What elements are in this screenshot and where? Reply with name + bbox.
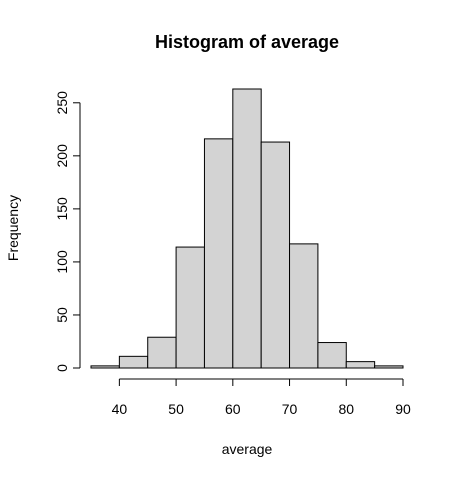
x-tick-label-60: 60 <box>225 401 241 417</box>
histogram-bar-1 <box>118 355 149 369</box>
x-axis-label: average <box>222 441 273 457</box>
histogram-bar-6 <box>260 141 291 369</box>
histogram-bar-0 <box>90 365 120 369</box>
x-tick-label-40: 40 <box>112 401 128 417</box>
histogram-bar-5 <box>232 88 262 369</box>
x-tick-label-80: 80 <box>338 401 354 417</box>
histogram-bar-8 <box>317 342 347 369</box>
chart-title: Histogram of average <box>155 32 339 52</box>
x-axis: 40 50 60 70 80 90 <box>112 378 411 417</box>
y-tick-label-150: 150 <box>54 197 70 221</box>
histogram-bar-7 <box>289 243 319 369</box>
x-tick-label-90: 90 <box>395 401 411 417</box>
histogram-bar-9 <box>345 361 376 369</box>
histogram-bar-10 <box>374 365 404 369</box>
histogram-bar-3 <box>175 246 205 369</box>
x-tick-label-50: 50 <box>168 401 184 417</box>
x-tick-label-70: 70 <box>282 401 298 417</box>
y-tick-label-100: 100 <box>54 250 70 274</box>
histogram-bar-2 <box>147 336 177 369</box>
y-tick-label-200: 200 <box>54 144 70 168</box>
y-tick-label-50: 50 <box>54 307 70 323</box>
y-tick-label-0: 0 <box>54 364 70 372</box>
y-axis-label: Frequency <box>5 195 21 261</box>
y-axis: 0 50 100 150 200 250 <box>54 91 81 372</box>
y-tick-label-250: 250 <box>54 91 70 115</box>
histogram-bar-4 <box>203 138 234 369</box>
bars-group <box>90 88 404 369</box>
